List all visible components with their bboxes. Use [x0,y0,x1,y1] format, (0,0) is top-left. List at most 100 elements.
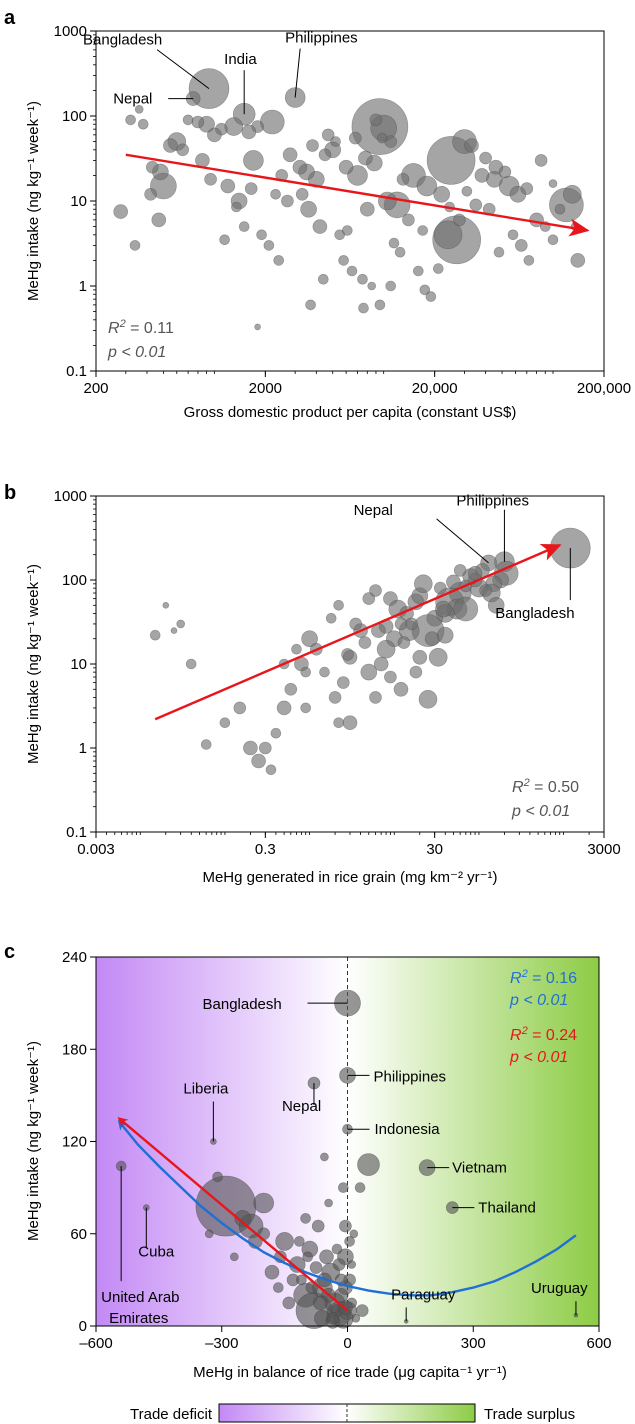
panel-b-point [369,584,382,597]
panel-a-country-label: Philippines [285,30,358,47]
panel-c-x-tick-label: –600 [79,1335,112,1352]
panel-c-point [264,1264,280,1280]
panel-c-x-tick-label: 0 [343,1335,351,1352]
panel-b-x-tick-label: 0.3 [255,841,276,858]
panel-b-point [258,741,272,755]
panel-b-point [413,574,433,594]
panel-c-point [296,1274,307,1286]
panel-b-point [433,581,447,595]
panel-a-point [273,255,285,266]
panel-a-point [376,132,388,144]
panel-a-point [330,136,341,147]
panel-b-point [170,627,178,634]
panel-c-country-label: Uruguay [531,1280,588,1297]
panel-a-point [300,200,317,218]
panel-a-point [281,194,294,208]
panel-c-point [349,1229,359,1239]
panel-a-point [244,182,258,195]
panel-c-point [311,1219,325,1233]
panel-a-point [374,299,386,311]
panel-a-point [562,185,582,204]
panel-b-point [360,663,378,681]
panel-a-point [474,168,490,183]
panel-a-label-leader [156,49,210,90]
panel-a-point [341,225,353,236]
panel-a-point [312,219,328,234]
panel-b-point [284,682,298,696]
panel-a-point [125,114,136,126]
panel-a-point [357,273,368,285]
panel-a-point [182,114,194,126]
panel-b-point [487,596,505,614]
panel-c-country-label: Emirates [109,1310,168,1327]
panel-a-point [191,115,205,129]
panel-c-point [324,1198,333,1208]
panel-c-point [300,1213,311,1224]
panel-b-point [418,689,438,709]
panel-c-blue-fit-curve [117,1119,577,1297]
panel-a-point [358,150,373,166]
panel-b-point [251,753,266,769]
panel-a-point [479,151,492,165]
panel-c-red-p-value: p < 0.01 [509,1049,568,1066]
panel-b-point [409,665,423,679]
panel-b: b Nepal Philippines Bangladesh 0.003 0.3 30 3… [4,482,621,886]
panel-b-country-label: Bangladesh [495,605,574,622]
panel-c-point [204,1229,214,1239]
panel-b-point [301,630,318,648]
panel-a-point [204,173,217,186]
panel-b-point [412,649,428,665]
panel-c-y-tick-label: 120 [62,1134,87,1151]
panel-c-point [293,1236,305,1247]
panel-a-point [520,182,534,195]
panel-a-label-leader [294,48,301,98]
panel-a-letter: a [4,7,16,29]
panel-a-y-tick-label: 100 [62,108,87,125]
panel-a-point [461,186,473,197]
panel-b-country-label: Philippines [456,493,529,510]
panel-b-point [362,592,376,605]
panel-a-point [318,148,332,162]
panel-a-point [488,159,504,175]
panel-a-point [219,234,230,246]
panel-c-point [354,1182,366,1193]
panel-b-point [479,584,492,597]
panel-c-point [212,1171,223,1183]
panel-a-point [432,263,444,274]
panel-b-point [424,631,440,647]
panel-a-point [433,186,451,203]
panel-a-point [346,265,358,277]
panel-a-point [238,221,250,232]
panel-a-point [493,246,505,258]
panel-a-point [292,159,308,175]
panel-b-y-tick-label: 1000 [54,488,87,505]
panel-b-point [162,601,170,609]
panel-a-y-tick-label: 1 [79,278,87,295]
panel-a-point [306,139,319,152]
panel-c-country-label: Philippines [374,1068,447,1085]
panel-a-point [417,225,429,236]
panel-a-point [394,246,406,258]
panel-a-point [359,201,375,217]
panel-c-point [319,1249,334,1265]
panel-c-y-tick-label: 180 [62,1041,87,1058]
panel-a-point [207,127,222,143]
panel-b-point [325,612,337,624]
panel-b-letter: b [4,482,16,504]
panel-b-point [176,619,185,629]
panel-a-point [129,240,141,251]
panel-a-point [241,124,257,140]
panel-c-y-tick-label: 240 [62,949,87,966]
panel-a-point [295,188,309,201]
panel-a-point [464,138,479,153]
panel-a-point [554,203,566,215]
panel-b-point [291,643,302,655]
panel-b-point [219,717,231,729]
panel-a-point [263,240,275,251]
panel-b-point [446,574,461,590]
panel-a-point [270,189,281,200]
panel-b-point [358,636,372,649]
panel-b-x-tick-label: 30 [426,841,443,858]
panel-a-country-label: Bangladesh [83,32,162,49]
